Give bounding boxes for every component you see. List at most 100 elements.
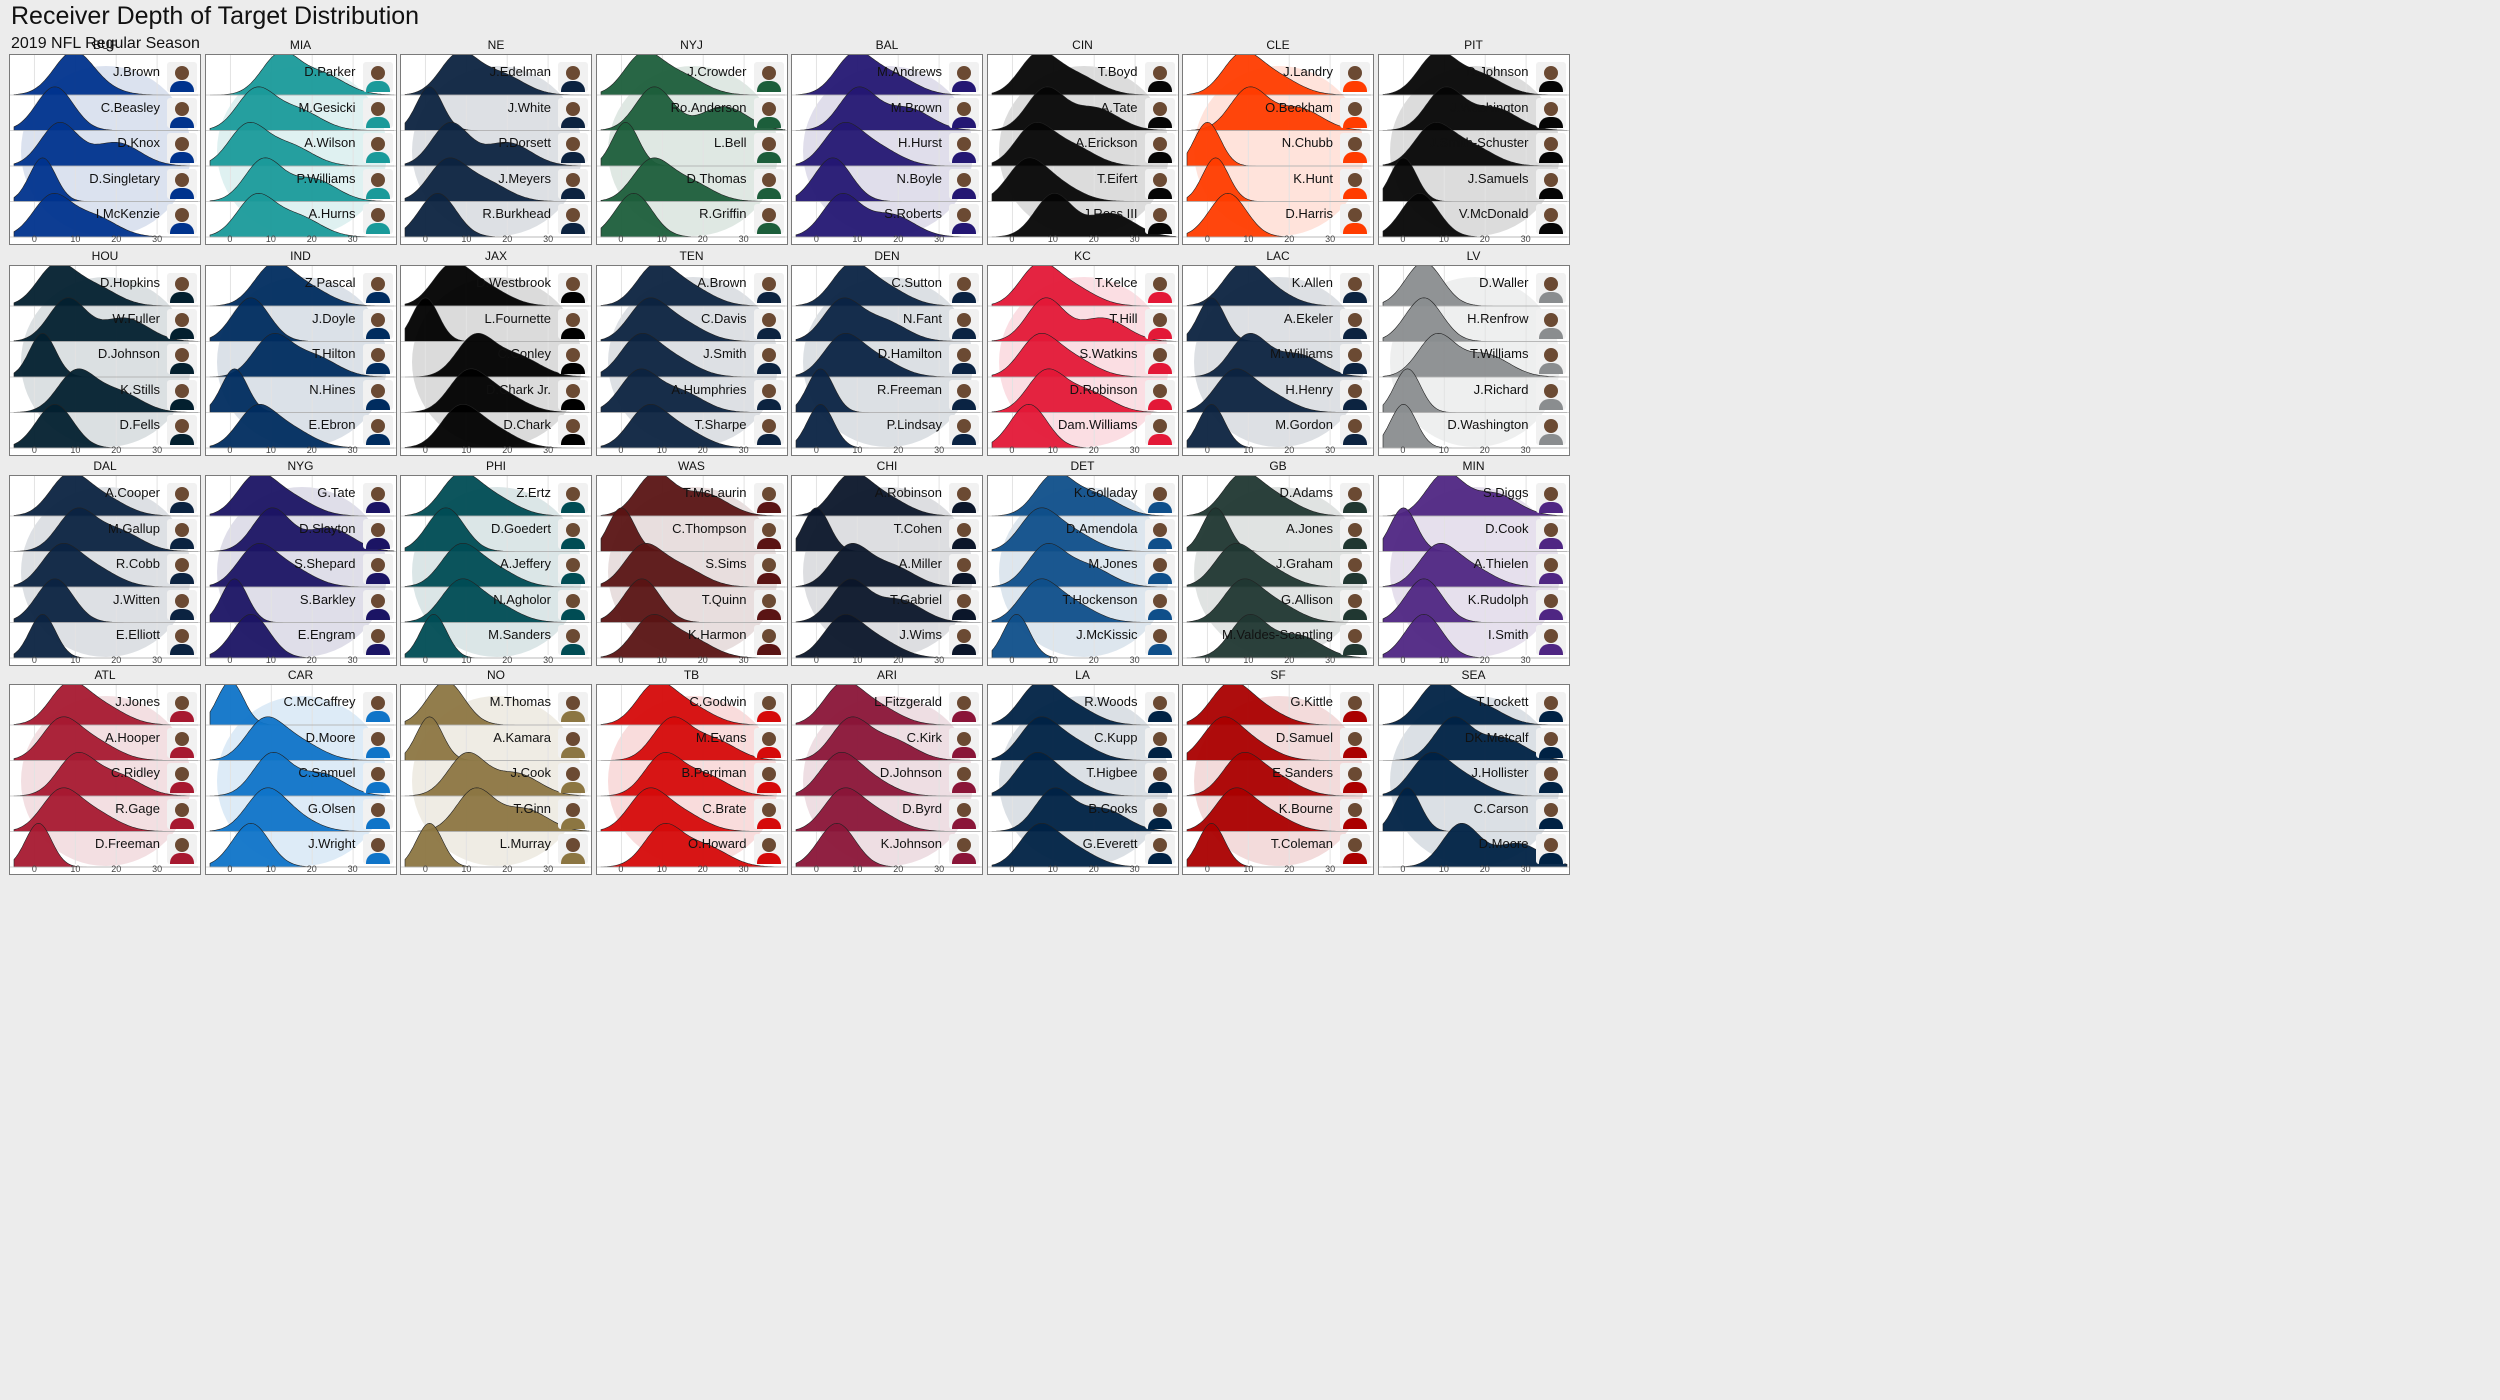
x-tick-label: 0 <box>618 864 624 874</box>
player-headshot <box>1535 692 1566 722</box>
receiver-name: A.Erickson <box>1075 135 1138 150</box>
receiver-name: T.McLaurin <box>682 485 747 500</box>
player-headshot <box>949 204 979 234</box>
x-tick-label: 20 <box>306 864 317 874</box>
receiver-name: J.Doyle <box>312 310 356 326</box>
player-headshot <box>949 554 979 584</box>
player-headshot <box>362 625 393 655</box>
receiver-name: A.Hurns <box>308 206 356 221</box>
x-tick-label: 0 <box>813 864 819 874</box>
player-headshot <box>949 727 979 758</box>
team-label-bal: BAL <box>875 38 899 52</box>
density-plot <box>10 476 200 659</box>
receiver-name: H.Henry <box>1285 381 1333 397</box>
x-tick-label: 30 <box>1325 445 1336 455</box>
team-label-dal: DAL <box>93 459 117 473</box>
player-headshot <box>1340 62 1370 92</box>
player-headshot <box>1144 344 1175 374</box>
player-headshot <box>558 62 588 92</box>
receiver-name: D.Fells <box>119 417 160 432</box>
player-headshot <box>362 379 393 410</box>
receiver-name: A.Ekeler <box>1283 310 1333 326</box>
player-headshot <box>558 834 588 864</box>
x-tick-label: 0 <box>227 864 233 874</box>
x-tick-label: 30 <box>152 234 163 244</box>
team-panel-tb: C.Godwin M.Evans B.Perriman C.Brate O.Howard… <box>595 684 788 875</box>
x-tick-label: 0 <box>1204 234 1210 244</box>
team-panel-chi: A.Robinson T.Cohen A.Miller T.Gabriel J.Wims… <box>791 475 983 666</box>
receiver-name: N.Chubb <box>1281 135 1333 150</box>
player-headshot <box>362 415 393 445</box>
player-headshot <box>558 344 588 374</box>
receiver-name: A.Tate <box>1100 99 1138 115</box>
player-headshot <box>949 692 979 722</box>
receiver-name: B.Perriman <box>681 765 747 780</box>
player-headshot <box>753 204 784 234</box>
receiver-name: T.Eifert <box>1097 170 1138 186</box>
player-headshot <box>167 834 197 864</box>
x-tick-label: 30 <box>1520 655 1531 665</box>
player-headshot <box>753 763 784 793</box>
player-headshot <box>753 518 784 549</box>
team-label-hou: HOU <box>91 249 119 263</box>
receiver-name: A.Humphries <box>671 381 747 397</box>
player-headshot <box>362 763 393 793</box>
receiver-name: D.Byrd <box>902 800 942 816</box>
player-headshot <box>753 379 784 410</box>
density-plot <box>1378 266 1569 449</box>
player-headshot <box>1535 518 1566 549</box>
receiver-name: J.Smith <box>703 346 747 361</box>
x-tick-label: 20 <box>893 655 904 665</box>
player-headshot <box>1340 168 1370 199</box>
team-label-gb: GB <box>1269 459 1287 473</box>
density-plot <box>987 476 1178 659</box>
x-tick-label: 20 <box>306 655 317 665</box>
player-headshot <box>753 415 784 445</box>
density-ridge-d-robinson <box>991 368 1176 413</box>
player-headshot <box>753 625 784 655</box>
receiver-name: L.Fitzgerald <box>874 694 942 709</box>
x-tick-label: 0 <box>1009 655 1015 665</box>
receiver-name: R.Woods <box>1084 694 1138 709</box>
player-headshot <box>753 834 784 864</box>
density-plot <box>792 476 982 659</box>
receiver-name: L.Fournette <box>484 310 552 326</box>
receiver-name: M.Gallup <box>107 520 160 536</box>
x-tick-label: 20 <box>893 864 904 874</box>
team-label-lv: LV <box>1466 249 1481 263</box>
player-headshot <box>167 62 197 92</box>
team-panel-hou: D.Hopkins W.Fuller D.Johnson K.Stills D.Fell… <box>9 265 201 456</box>
receiver-name: R.Burkhead <box>482 206 551 221</box>
player-headshot <box>167 204 197 234</box>
team-panel-den: C.Sutton N.Fant D.Hamilton R.Freeman P.Linds… <box>791 265 983 456</box>
receiver-name: C.Carson <box>1473 800 1529 816</box>
receiver-name: S.Shepard <box>294 556 356 571</box>
receiver-name: K.Johnson <box>880 836 942 851</box>
density-plot <box>1183 266 1373 449</box>
player-headshot <box>362 589 393 620</box>
x-tick-label: 20 <box>1479 445 1490 455</box>
x-tick-label: 0 <box>618 655 624 665</box>
player-headshot <box>1340 483 1370 513</box>
x-tick-label: 10 <box>1438 234 1449 244</box>
density-plot <box>205 266 396 449</box>
x-tick-label: 20 <box>502 655 513 665</box>
density-ridge-t-gabriel <box>795 578 981 623</box>
x-tick-label: 20 <box>306 445 317 455</box>
receiver-name: J.Cook <box>510 765 551 780</box>
receiver-name: D.Chark <box>503 417 551 432</box>
receiver-name: T.Sharpe <box>694 417 747 432</box>
player-headshot <box>558 168 588 199</box>
player-headshot <box>949 763 979 793</box>
density-plot <box>401 685 591 868</box>
team-panel-buf: J.Brown C.Beasley D.Knox D.Singletary I.McKe… <box>9 54 201 245</box>
player-headshot <box>1340 204 1370 234</box>
receiver-name: J.Samuels <box>1467 170 1529 186</box>
receiver-name: D.Robinson <box>1069 381 1138 397</box>
player-headshot <box>1340 308 1370 339</box>
receiver-name: Ro.Anderson <box>670 99 747 115</box>
player-headshot <box>167 379 197 410</box>
receiver-name: S.Watkins <box>1079 346 1138 361</box>
receiver-name: D.Knox <box>117 135 160 150</box>
x-tick-label: 0 <box>31 234 37 244</box>
